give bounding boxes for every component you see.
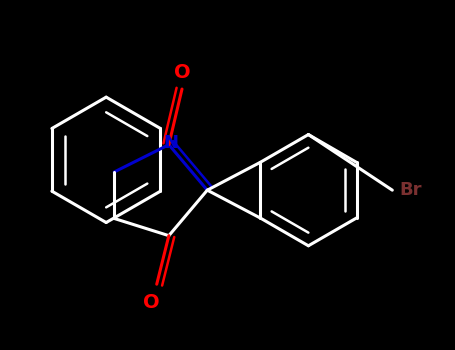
- Text: N: N: [163, 134, 178, 152]
- Text: O: O: [174, 63, 190, 82]
- Text: O: O: [143, 293, 160, 312]
- Text: Br: Br: [399, 181, 422, 199]
